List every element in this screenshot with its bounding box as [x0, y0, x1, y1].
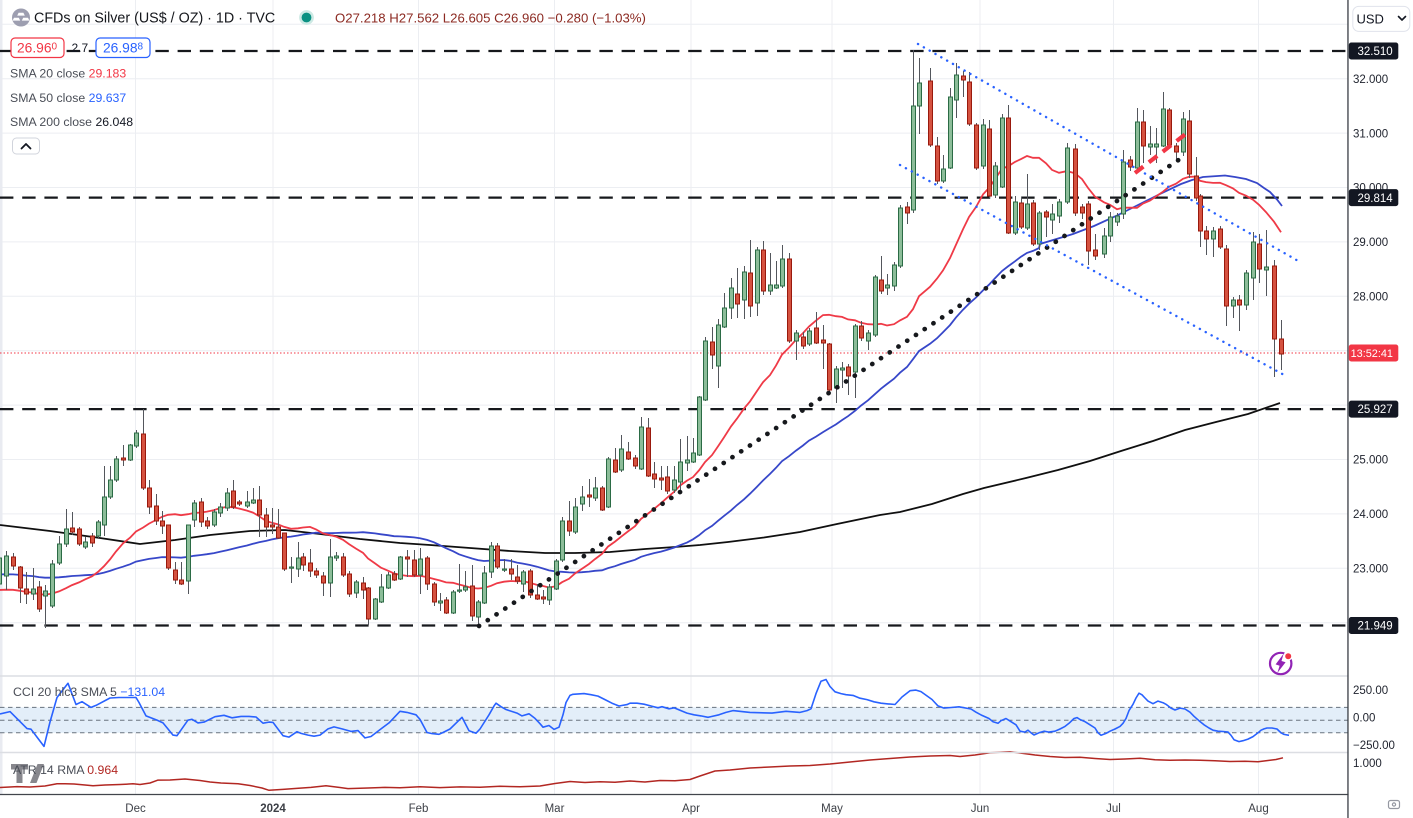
svg-text:Dec: Dec — [125, 803, 146, 815]
svg-text:1.000: 1.000 — [1353, 758, 1382, 770]
svg-text:−250.00: −250.00 — [1353, 740, 1395, 752]
svg-text:Feb: Feb — [409, 803, 429, 815]
svg-text:USD: USD — [1357, 11, 1384, 26]
svg-text:23.000: 23.000 — [1353, 563, 1388, 575]
svg-text:24.000: 24.000 — [1353, 509, 1388, 521]
svg-text:32.510: 32.510 — [1358, 46, 1393, 58]
svg-text:2024: 2024 — [260, 803, 286, 815]
svg-text:2.7: 2.7 — [72, 41, 89, 55]
svg-text:28.000: 28.000 — [1353, 291, 1388, 303]
svg-text:31.000: 31.000 — [1353, 128, 1388, 140]
svg-text:Jun: Jun — [971, 803, 990, 815]
svg-text:CFDs on Silver (US$ / OZ) · 1D: CFDs on Silver (US$ / OZ) · 1D · TVC — [34, 10, 275, 26]
svg-text:SMA 50 close 29.637: SMA 50 close 29.637 — [10, 91, 126, 105]
svg-text:Jul: Jul — [1106, 803, 1121, 815]
svg-text:29.814: 29.814 — [1358, 193, 1394, 205]
svg-text:Apr: Apr — [682, 803, 700, 815]
svg-text:O27.218 H27.562 L26.605 C26: O27.218 H27.562 L26.605 C26.960 −0.280 (… — [335, 10, 646, 25]
svg-text:13:52:41: 13:52:41 — [1351, 348, 1393, 360]
svg-text:32.000: 32.000 — [1353, 74, 1388, 86]
svg-text:May: May — [821, 803, 843, 815]
svg-text:0.00: 0.00 — [1353, 713, 1375, 725]
svg-text:SMA 20 close 29.183: SMA 20 close 29.183 — [10, 67, 126, 81]
svg-text:CCI 20 hlc3 SMA 5 −131.04: CCI 20 hlc3 SMA 5 −131.04 — [13, 685, 165, 699]
svg-text:21.949: 21.949 — [1358, 621, 1393, 633]
svg-text:26.988: 26.988 — [103, 41, 144, 56]
svg-text:SMA 200 close 26.048: SMA 200 close 26.048 — [10, 115, 133, 129]
svg-text:ATR 14 RMA 0.964: ATR 14 RMA 0.964 — [13, 763, 118, 777]
svg-text:Mar: Mar — [545, 803, 565, 815]
svg-text:Aug: Aug — [1248, 803, 1268, 815]
svg-text:25.927: 25.927 — [1358, 404, 1393, 416]
svg-text:29.000: 29.000 — [1353, 237, 1388, 249]
svg-text:25.000: 25.000 — [1353, 455, 1388, 467]
svg-text:250.00: 250.00 — [1353, 685, 1388, 697]
svg-text:26.960: 26.960 — [17, 41, 58, 56]
